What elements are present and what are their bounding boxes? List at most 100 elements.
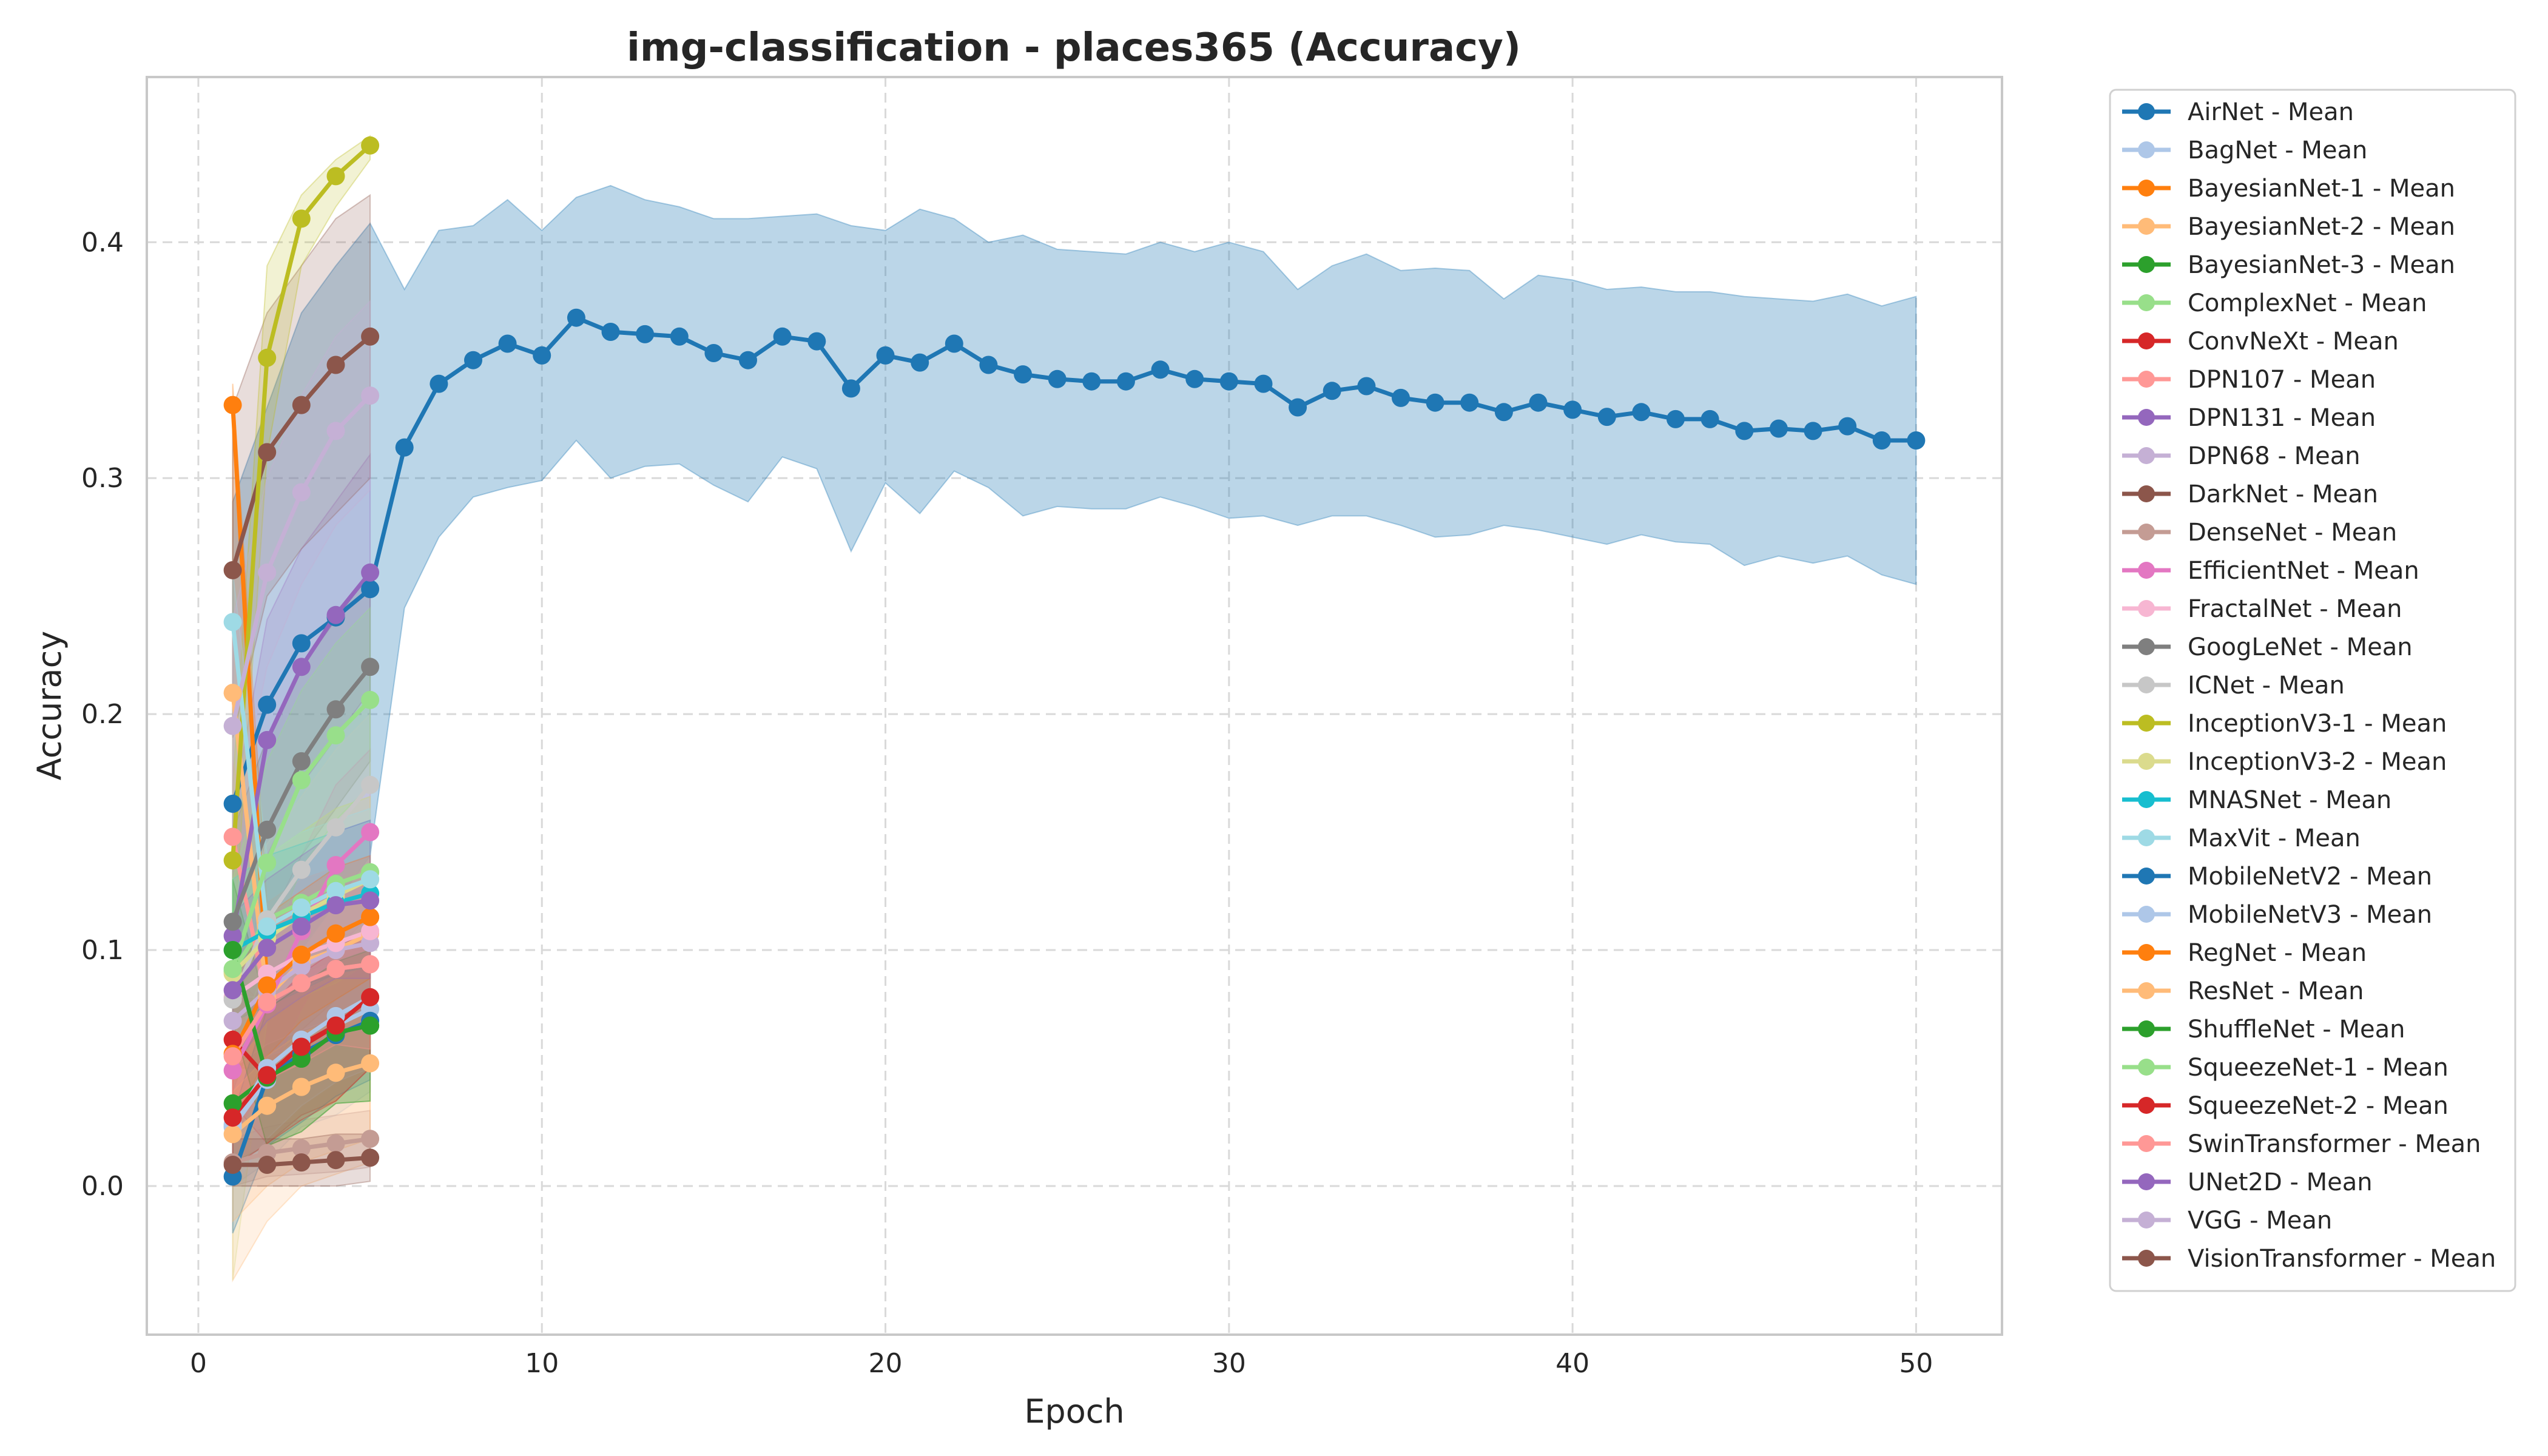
data-point-squeezenet-2 xyxy=(258,1066,277,1085)
data-point-vgg xyxy=(258,563,277,582)
data-point-airnet xyxy=(841,379,860,398)
data-point-airnet xyxy=(361,580,380,598)
legend-label: InceptionV3-1 - Mean xyxy=(2188,710,2447,738)
plot-frame xyxy=(146,76,2003,1336)
data-point-squeezenet-2 xyxy=(326,1016,345,1035)
legend-entry-bayesiannet-1: BayesianNet-1 - Mean xyxy=(2122,175,2455,203)
data-point-airnet xyxy=(945,334,963,353)
data-point-visiontransformer xyxy=(258,1156,277,1174)
data-point-swintransformer xyxy=(361,955,380,974)
data-point-dpn131 xyxy=(292,658,311,676)
plot-area xyxy=(146,76,2003,1336)
data-point-unet2d xyxy=(326,896,345,915)
legend-label: FractalNet - Mean xyxy=(2188,595,2402,623)
data-point-fractalnet xyxy=(361,922,380,940)
legend-label: DenseNet - Mean xyxy=(2188,519,2397,547)
plot-background xyxy=(147,77,2002,1335)
data-point-airnet xyxy=(1838,417,1857,436)
legend-label: DPN68 - Mean xyxy=(2188,442,2361,470)
legend-entry-unet2d: UNet2D - Mean xyxy=(2122,1168,2373,1196)
legend-label: BayesianNet-1 - Mean xyxy=(2188,175,2455,203)
legend-label: VGG - Mean xyxy=(2188,1207,2332,1235)
legend-marker xyxy=(2138,485,2155,502)
data-point-darknet xyxy=(361,327,380,346)
data-point-swintransformer xyxy=(292,974,311,993)
legend-marker xyxy=(2138,294,2155,311)
data-point-swintransformer xyxy=(258,993,277,1011)
legend-label: MobileNetV2 - Mean xyxy=(2188,863,2432,891)
legend-label: ConvNeXt - Mean xyxy=(2188,328,2399,356)
legend-label: BagNet - Mean xyxy=(2188,136,2367,164)
data-point-dpn107 xyxy=(223,827,242,846)
legend-entry-convnext: ConvNeXt - Mean xyxy=(2122,328,2399,356)
legend-label: ComplexNet - Mean xyxy=(2188,289,2427,317)
legend-entry-icnet: ICNet - Mean xyxy=(2122,672,2345,699)
data-point-regnet xyxy=(361,908,380,926)
data-point-icnet xyxy=(361,775,380,794)
legend-marker xyxy=(2138,256,2155,273)
data-point-efficientnet xyxy=(326,856,345,874)
data-point-airnet xyxy=(1014,365,1033,384)
data-point-squeezenet-1 xyxy=(258,854,277,872)
data-point-dpn131 xyxy=(258,730,277,749)
data-point-squeezenet-1 xyxy=(223,960,242,979)
legend-marker xyxy=(2138,715,2155,732)
legend-marker xyxy=(2138,409,2155,426)
legend-marker xyxy=(2138,371,2155,388)
data-point-bayesiannet-3 xyxy=(223,1094,242,1113)
data-point-googlenet xyxy=(326,700,345,719)
legend-entry-mnasnet: MNASNet - Mean xyxy=(2122,786,2391,814)
legend-label: MNASNet - Mean xyxy=(2188,786,2391,814)
x-tick-label: 0 xyxy=(190,1348,207,1379)
data-point-airnet xyxy=(1392,388,1410,407)
data-point-inceptionv3-1 xyxy=(223,851,242,870)
data-point-airnet xyxy=(498,334,517,353)
legend-label: UNet2D - Mean xyxy=(2188,1168,2373,1196)
y-tick-label: 0.4 xyxy=(81,227,124,258)
data-point-airnet xyxy=(430,374,448,393)
legend-label: DarkNet - Mean xyxy=(2188,480,2378,508)
data-point-googlenet xyxy=(223,912,242,931)
grid-lines xyxy=(147,77,2002,1335)
data-point-visiontransformer xyxy=(292,1153,311,1172)
band-darknet xyxy=(232,194,371,738)
data-point-maxvit xyxy=(258,917,277,936)
data-point-bayesiannet-1 xyxy=(223,396,242,414)
legend-label: RegNet - Mean xyxy=(2188,939,2367,967)
legend-entry-shufflenet: ShuffleNet - Mean xyxy=(2122,1016,2405,1043)
legend-marker xyxy=(2138,180,2155,197)
data-point-dpn131 xyxy=(223,926,242,945)
data-point-vgg xyxy=(223,716,242,735)
data-point-airnet xyxy=(1632,403,1651,422)
data-point-googlenet xyxy=(258,820,277,839)
data-point-squeezenet-2 xyxy=(223,1108,242,1127)
data-point-inceptionv3-1 xyxy=(361,136,380,155)
data-point-shufflenet xyxy=(361,1016,380,1035)
legend-marker xyxy=(2138,1250,2155,1267)
data-point-resnet xyxy=(292,1077,311,1096)
legend-box xyxy=(2109,89,2516,1292)
data-point-airnet xyxy=(1529,393,1548,412)
data-point-efficientnet xyxy=(223,1061,242,1080)
data-point-airnet xyxy=(601,323,620,341)
legend-entry-bagnet: BagNet - Mean xyxy=(2122,136,2367,164)
legend-marker xyxy=(2138,141,2155,158)
legend-marker xyxy=(2138,1059,2155,1076)
data-point-squeezenet-1 xyxy=(361,690,380,709)
data-point-googlenet xyxy=(361,658,380,676)
data-point-airnet xyxy=(1219,372,1238,391)
legend-marker xyxy=(2138,1135,2155,1152)
legend-label: ICNet - Mean xyxy=(2188,672,2345,699)
x-tick-label: 40 xyxy=(1555,1348,1589,1379)
data-point-airnet xyxy=(1357,377,1376,396)
data-point-visiontransformer xyxy=(223,1156,242,1174)
data-point-dpn131 xyxy=(326,605,345,624)
data-point-darknet xyxy=(326,356,345,374)
data-point-unet2d xyxy=(361,891,380,910)
y-tick-label: 0.3 xyxy=(81,463,124,494)
data-point-unet2d xyxy=(223,981,242,1000)
legend-entry-vgg: VGG - Mean xyxy=(2122,1207,2332,1235)
data-point-airnet xyxy=(704,344,723,362)
data-point-vgg xyxy=(292,483,311,502)
